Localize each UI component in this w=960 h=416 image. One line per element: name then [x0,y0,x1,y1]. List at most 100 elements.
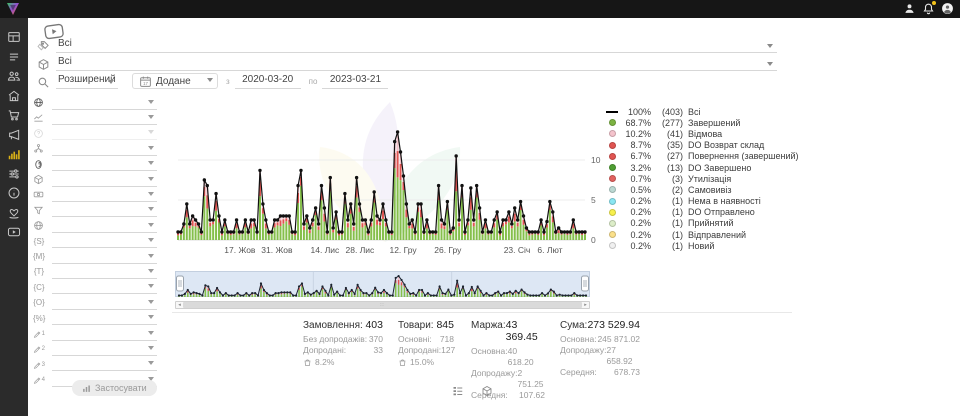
legend-percent: 3.2% [619,163,651,173]
filter-select-utm-content[interactable] [52,281,157,294]
navigator-left-handle[interactable] [177,276,184,291]
orders-timeseries-chart[interactable]: 051017. Жов31. Жов14. Лис28. Лис12. Гру2… [175,101,607,261]
legend-item[interactable]: 0.2%(1)Нема в наявності [605,196,799,207]
sidebar-item-cart[interactable] [7,108,21,122]
filter-row-utm-campaign: {O} [33,296,157,310]
date-from-label: з [226,77,230,86]
scroll-left-icon[interactable]: ◂ [176,302,183,308]
left-rail [0,18,28,416]
sidebar-item-store[interactable] [7,89,21,103]
date-field-value: Додане [156,76,191,87]
date-to-value: 2023-03-21 [330,74,381,85]
section-divider [172,312,792,313]
filter-select-globe[interactable] [52,97,157,110]
legend-item[interactable]: 6.7%(27)Повернення (завершений) [605,151,799,162]
filter-select-utm-medium[interactable] [52,251,157,264]
legend-label: Утилізація [688,174,731,184]
date-to-input[interactable]: 2023-03-21 [322,74,388,89]
bell-icon[interactable] [922,2,935,15]
legend-item[interactable]: 0.5%(2)Самовивіз [605,184,799,195]
chart-legend: 100%(403)Всі68.7%(277)Завершений10.2%(41… [605,106,799,251]
product-select[interactable]: Всі [56,56,777,71]
scrollbar-thumb[interactable]: ∷ [183,302,582,308]
legend-item[interactable]: 0.2%(1)Новий [605,240,799,251]
app-logo-icon[interactable] [6,2,20,16]
search-mode-select[interactable]: Розширений [56,74,118,89]
filter-select-utm-term[interactable] [52,266,157,279]
navigator-right-handle[interactable] [582,276,589,291]
mini-bars-icon [82,384,91,393]
legend-item[interactable]: 68.7%(277)Завершений [605,117,799,128]
filter-select-funnel[interactable] [52,204,157,217]
chart-range-navigator[interactable] [175,271,590,300]
collection-select[interactable]: Всі [56,38,777,53]
legend-item[interactable]: 0.2%(1)DO Отправлено [605,207,799,218]
sidebar-item-marketing[interactable] [7,128,21,142]
chevron-down-icon [148,223,154,227]
hierarchy-icon [33,143,45,155]
sidebar-item-info[interactable] [7,186,21,200]
filter-select-globe2[interactable] [52,220,157,233]
date-field-select[interactable]: 17 Додане [132,73,218,89]
filter-row-help [33,127,157,141]
filter-select-trend[interactable] [52,112,157,125]
stat-sub-value: 2 751.25 [518,368,545,390]
date-from-input[interactable]: 2020-03-20 [235,74,301,89]
legend-item[interactable]: 8.7%(35)DO Возврат склад [605,140,799,151]
sidebar-item-settings[interactable] [7,167,21,181]
sidebar-item-video[interactable] [7,225,21,239]
filter-select-money[interactable] [52,189,157,202]
filter-select-pen1[interactable] [52,328,157,341]
chevron-down-icon [207,78,213,82]
sidebar-item-orders[interactable] [7,50,21,64]
filter-select-id[interactable] [52,158,157,171]
stat-title: Товари: [398,320,434,331]
filter-select-pen3[interactable] [52,358,157,371]
search-icon[interactable] [37,76,50,89]
apply-button-label: Застосувати [95,383,147,393]
legend-dot-swatch [605,198,619,205]
legend-label: DO Завершено [688,163,751,173]
filter-row-utm-term: {T} [33,265,157,279]
filter-select-utm-source[interactable] [52,235,157,248]
scroll-right-icon[interactable]: ▸ [582,302,589,308]
sidebar-item-customers[interactable] [7,69,21,83]
money-icon [33,189,45,201]
stat-sub-label: Основні: [398,334,432,345]
product-view-icon[interactable] [481,385,493,397]
sidebar-item-partners[interactable] [7,206,21,220]
legend-count: (1) [651,196,683,206]
list-view-icon[interactable] [452,385,464,397]
legend-item[interactable]: 0.2%(1)Відправлений [605,229,799,240]
sidebar-item-analytics[interactable] [7,147,21,161]
filter-select-cube[interactable] [52,174,157,187]
legend-label: DO Возврат склад [688,140,764,150]
apply-button[interactable]: Застосувати [72,380,157,396]
stat-badge-percent: 15.0% [410,356,434,368]
calendar-icon: 17 [139,75,151,87]
svg-text:6. Лют: 6. Лют [537,245,562,255]
legend-label: Відмова [688,129,722,139]
filter-select-hierarchy[interactable] [52,143,157,156]
navigator-scrollbar[interactable]: ◂ ∷ ▸ [175,301,590,309]
legend-item[interactable]: 100%(403)Всі [605,106,799,117]
legend-item[interactable]: 0.7%(3)Утилізація [605,173,799,184]
legend-item[interactable]: 3.2%(13)DO Завершено [605,162,799,173]
filter-select-utm-extra[interactable] [52,312,157,325]
legend-count: (1) [651,230,683,240]
filter-select-utm-campaign[interactable] [52,297,157,310]
pen4-icon: 4 [33,374,45,386]
legend-dot-swatch [605,130,619,137]
legend-item[interactable]: 10.2%(41)Відмова [605,128,799,139]
legend-item[interactable]: 0.2%(1)Прийнятий [605,218,799,229]
chevron-down-icon [148,130,154,134]
sidebar-item-dashboard[interactable] [7,30,21,44]
filter-select-help[interactable] [52,127,157,140]
avatar-icon[interactable] [941,2,954,15]
legend-dot-swatch [605,242,619,249]
filter-row-money [33,188,157,202]
svg-text:0: 0 [591,235,596,245]
user-icon[interactable] [903,2,916,15]
filter-select-pen2[interactable] [52,343,157,356]
filter-row-utm-source: {S} [33,235,157,249]
